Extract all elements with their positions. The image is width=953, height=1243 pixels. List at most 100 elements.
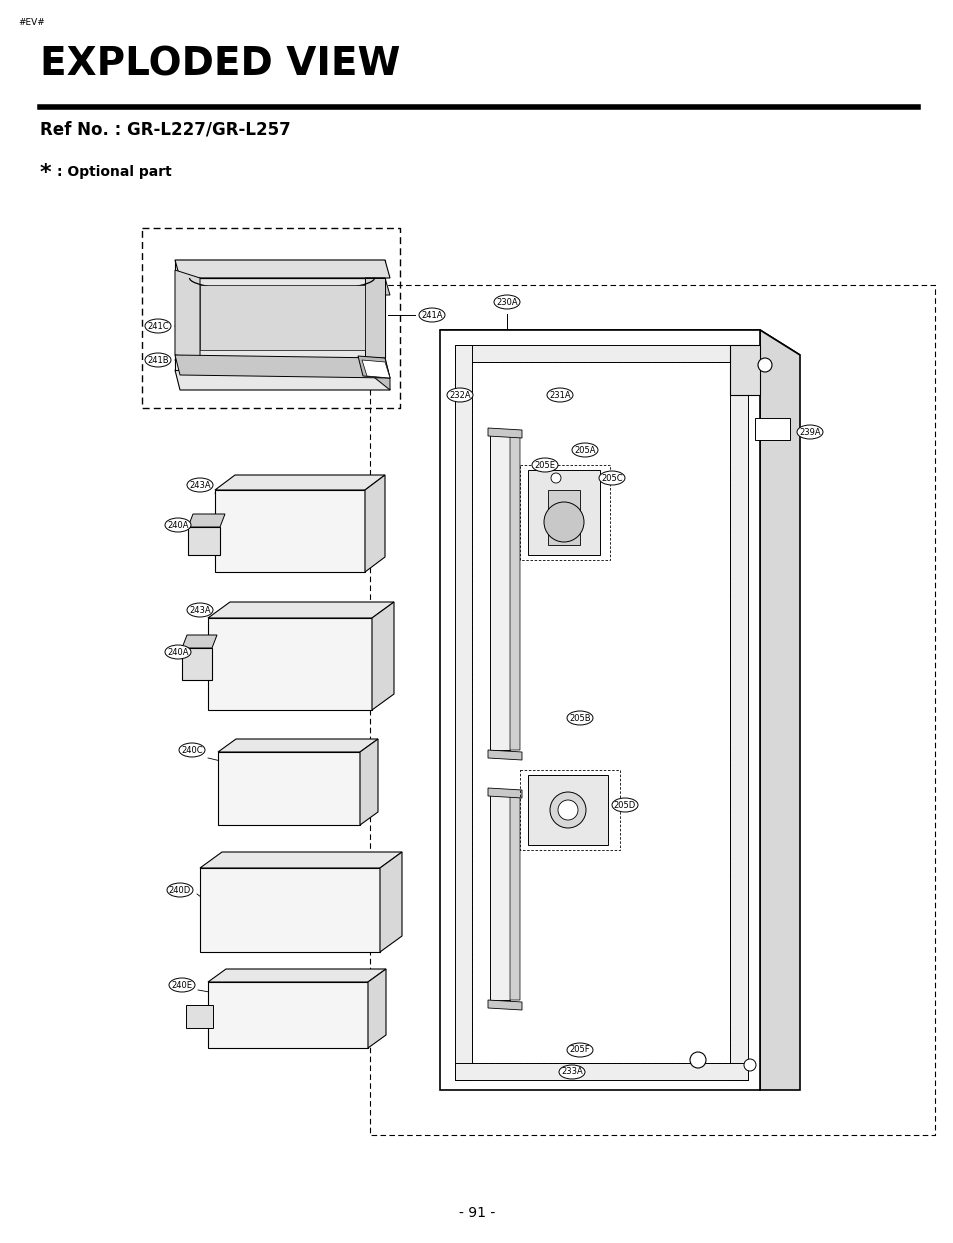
Ellipse shape xyxy=(558,1065,584,1079)
Text: 231A: 231A xyxy=(549,390,570,399)
Polygon shape xyxy=(186,1006,213,1028)
Polygon shape xyxy=(455,346,747,362)
Text: 240A: 240A xyxy=(167,648,189,656)
Text: 240A: 240A xyxy=(167,521,189,530)
Polygon shape xyxy=(488,428,521,438)
Polygon shape xyxy=(190,278,375,358)
Polygon shape xyxy=(488,1001,521,1011)
Ellipse shape xyxy=(796,425,822,439)
Ellipse shape xyxy=(612,798,638,812)
Polygon shape xyxy=(174,260,390,278)
Polygon shape xyxy=(455,346,472,1080)
Polygon shape xyxy=(182,635,216,648)
Polygon shape xyxy=(208,982,368,1048)
Text: 240C: 240C xyxy=(181,746,203,755)
Text: Ref No. : GR-L227/GR-L257: Ref No. : GR-L227/GR-L257 xyxy=(40,121,291,138)
Polygon shape xyxy=(439,329,800,355)
Polygon shape xyxy=(218,740,377,752)
Polygon shape xyxy=(488,788,521,798)
Polygon shape xyxy=(365,358,390,390)
Polygon shape xyxy=(200,851,401,868)
Polygon shape xyxy=(218,752,359,825)
Ellipse shape xyxy=(187,479,213,492)
Ellipse shape xyxy=(494,295,519,310)
Circle shape xyxy=(550,792,585,828)
Polygon shape xyxy=(361,360,390,378)
Text: 205B: 205B xyxy=(569,713,590,722)
Text: 240E: 240E xyxy=(172,981,193,989)
Circle shape xyxy=(558,800,578,820)
Ellipse shape xyxy=(418,308,444,322)
Polygon shape xyxy=(510,433,519,750)
Text: 243A: 243A xyxy=(189,481,211,490)
Text: 243A: 243A xyxy=(189,605,211,614)
Polygon shape xyxy=(527,774,607,845)
Ellipse shape xyxy=(169,978,194,992)
Text: 205E: 205E xyxy=(534,460,555,470)
Polygon shape xyxy=(208,970,386,982)
Polygon shape xyxy=(200,868,379,952)
Ellipse shape xyxy=(532,457,558,472)
Polygon shape xyxy=(182,648,212,680)
Ellipse shape xyxy=(165,518,191,532)
Polygon shape xyxy=(455,1063,747,1080)
Polygon shape xyxy=(754,418,789,440)
Polygon shape xyxy=(490,430,510,750)
Polygon shape xyxy=(510,792,519,1001)
Polygon shape xyxy=(200,285,365,351)
Ellipse shape xyxy=(572,443,598,457)
Text: : Optional part: : Optional part xyxy=(57,165,172,179)
Ellipse shape xyxy=(187,603,213,617)
Text: 205F: 205F xyxy=(569,1045,590,1054)
Text: 230A: 230A xyxy=(496,297,517,307)
Polygon shape xyxy=(174,260,385,370)
Text: 205D: 205D xyxy=(613,800,636,809)
Polygon shape xyxy=(372,602,394,710)
Polygon shape xyxy=(174,370,390,390)
Ellipse shape xyxy=(165,645,191,659)
Ellipse shape xyxy=(546,388,573,401)
Polygon shape xyxy=(365,278,390,295)
Polygon shape xyxy=(214,475,385,490)
Polygon shape xyxy=(357,355,390,378)
Ellipse shape xyxy=(447,388,473,401)
Polygon shape xyxy=(547,490,579,544)
Ellipse shape xyxy=(145,319,171,333)
Text: 239A: 239A xyxy=(799,428,820,436)
Polygon shape xyxy=(760,329,800,1090)
Polygon shape xyxy=(379,851,401,952)
Circle shape xyxy=(543,502,583,542)
Ellipse shape xyxy=(167,883,193,897)
Text: 205C: 205C xyxy=(600,474,622,482)
Polygon shape xyxy=(208,602,394,618)
Polygon shape xyxy=(488,750,521,759)
Text: 240D: 240D xyxy=(169,885,191,895)
Text: 241A: 241A xyxy=(421,311,442,319)
Text: *: * xyxy=(40,163,51,183)
Polygon shape xyxy=(368,970,386,1048)
Polygon shape xyxy=(729,346,747,1080)
Polygon shape xyxy=(174,270,200,358)
Circle shape xyxy=(689,1052,705,1068)
Text: 205A: 205A xyxy=(574,445,595,455)
Circle shape xyxy=(743,1059,755,1071)
Polygon shape xyxy=(359,740,377,825)
Ellipse shape xyxy=(566,1043,593,1057)
Polygon shape xyxy=(188,527,220,556)
Text: 241C: 241C xyxy=(147,322,169,331)
Text: #EV#: #EV# xyxy=(18,17,45,27)
Text: - 91 -: - 91 - xyxy=(458,1206,495,1219)
Polygon shape xyxy=(365,278,385,358)
Polygon shape xyxy=(729,346,760,395)
Polygon shape xyxy=(365,475,385,572)
Text: 232A: 232A xyxy=(449,390,471,399)
Polygon shape xyxy=(490,791,510,1001)
Ellipse shape xyxy=(145,353,171,367)
Ellipse shape xyxy=(598,471,624,485)
Text: 241B: 241B xyxy=(147,355,169,364)
Text: EXPLODED VIEW: EXPLODED VIEW xyxy=(40,45,400,83)
Polygon shape xyxy=(527,470,599,556)
Polygon shape xyxy=(214,490,365,572)
Circle shape xyxy=(551,474,560,484)
Ellipse shape xyxy=(179,743,205,757)
